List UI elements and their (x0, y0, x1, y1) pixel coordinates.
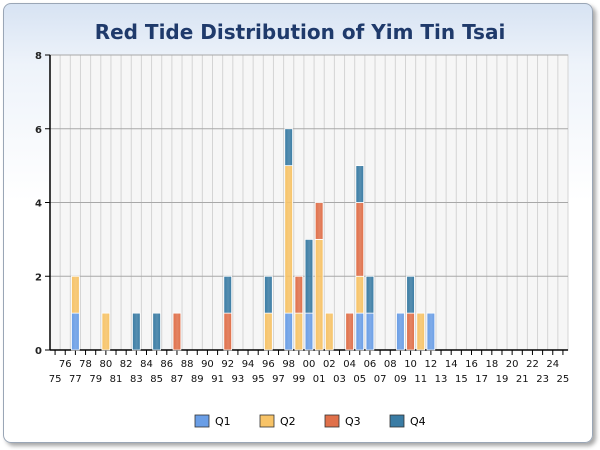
bar-segment (264, 312, 273, 351)
bar-segment (416, 312, 426, 351)
x-tick-label: 84 (140, 359, 153, 370)
bar-segment (355, 202, 365, 277)
x-tick-label: 86 (160, 359, 173, 370)
x-tick-label: 88 (181, 359, 194, 370)
bar-segment (152, 312, 161, 351)
x-tick-label: 06 (364, 359, 377, 370)
x-tick-label: 16 (465, 359, 478, 370)
bar-segment (172, 312, 182, 351)
x-tick-label: 07 (374, 374, 387, 385)
x-tick-label: 20 (506, 359, 519, 370)
bar-segment (314, 202, 324, 240)
x-tick-label: 75 (49, 374, 62, 385)
x-tick-label: 97 (272, 374, 285, 385)
x-tick-label: 11 (414, 374, 427, 385)
bar-segment (223, 275, 233, 314)
bar-segment (345, 312, 354, 351)
legend-swatch (194, 414, 210, 428)
bar-segment (71, 312, 80, 351)
x-tick-label: 17 (475, 374, 488, 385)
bar-segment (284, 128, 293, 167)
legend-swatch (389, 414, 405, 428)
x-tick-label: 08 (384, 359, 397, 370)
x-tick-label: 99 (292, 374, 305, 385)
x-tick-label: 92 (221, 359, 234, 370)
x-tick-label: 96 (262, 359, 275, 370)
x-tick-label: 95 (252, 374, 265, 385)
x-tick-label: 21 (516, 374, 529, 385)
x-tick-label: 12 (425, 359, 438, 370)
bar-segment (284, 165, 293, 314)
x-tick-label: 02 (323, 359, 336, 370)
x-tick-label: 78 (79, 359, 92, 370)
x-tick-label: 00 (303, 359, 316, 370)
x-tick-label: 24 (546, 359, 559, 370)
bar-segment (304, 312, 314, 351)
x-tick-label: 91 (211, 374, 224, 385)
x-tick-label: 80 (99, 359, 112, 370)
bar-segment (325, 312, 334, 351)
legend-swatch (324, 414, 340, 428)
bar-segment (294, 312, 304, 351)
x-tick-label: 85 (150, 374, 163, 385)
x-tick-label: 83 (130, 374, 143, 385)
x-tick-label: 01 (313, 374, 326, 385)
bar-segment (365, 312, 375, 351)
x-tick-label: 14 (445, 359, 458, 370)
x-tick-label: 04 (343, 359, 356, 370)
legend-swatch (259, 414, 275, 428)
x-tick-label: 13 (435, 374, 448, 385)
bar-segment (426, 312, 436, 351)
y-tick-label: 8 (35, 51, 42, 62)
x-tick-label: 82 (120, 359, 133, 370)
x-tick-label: 15 (455, 374, 468, 385)
x-tick-label: 25 (557, 374, 570, 385)
chart-title: Red Tide Distribution of Yim Tin Tsai (94, 20, 506, 44)
x-tick-label: 76 (59, 359, 72, 370)
bar-segment (355, 312, 365, 351)
x-tick-label: 90 (201, 359, 214, 370)
bar-segment (314, 238, 324, 351)
bar-segment (101, 312, 111, 351)
legend-label: Q3 (345, 415, 361, 428)
bar-segment (294, 275, 304, 314)
legend-label: Q4 (410, 415, 426, 428)
x-tick-label: 81 (110, 374, 123, 385)
x-tick-label: 23 (536, 374, 549, 385)
x-tick-label: 94 (242, 359, 255, 370)
x-tick-label: 22 (526, 359, 539, 370)
x-tick-label: 79 (89, 374, 102, 385)
x-tick-label: 19 (496, 374, 509, 385)
x-tick-label: 77 (69, 374, 82, 385)
bar-segment (284, 312, 293, 351)
legend: Q1 Q2 Q3 Q4 (194, 414, 426, 428)
x-tick-label: 10 (404, 359, 417, 370)
x-tick-label: 89 (191, 374, 204, 385)
x-tick-label: 03 (333, 374, 346, 385)
bar-segment (223, 312, 233, 351)
bar-segment (132, 312, 141, 351)
x-tick-label: 05 (353, 374, 366, 385)
bar-segment (304, 238, 314, 314)
y-tick-label: 4 (35, 199, 42, 210)
bar-segment (355, 165, 365, 203)
bar-segment (396, 312, 405, 351)
bar-segment (365, 275, 375, 314)
y-tick-label: 6 (35, 125, 42, 136)
bar-segment (406, 275, 415, 314)
x-tick-label: 98 (282, 359, 295, 370)
legend-label: Q1 (215, 415, 231, 428)
y-tick-label: 0 (35, 346, 42, 357)
bar-segment (406, 312, 415, 351)
legend-label: Q2 (280, 415, 296, 428)
x-tick-label: 93 (232, 374, 245, 385)
x-tick-label: 09 (394, 374, 407, 385)
bar-segment (264, 275, 273, 314)
x-tick-label: 87 (171, 374, 184, 385)
bar-segment (71, 275, 80, 314)
y-tick-label: 2 (35, 272, 42, 283)
x-tick-label: 18 (485, 359, 498, 370)
bar-segment (355, 275, 365, 314)
